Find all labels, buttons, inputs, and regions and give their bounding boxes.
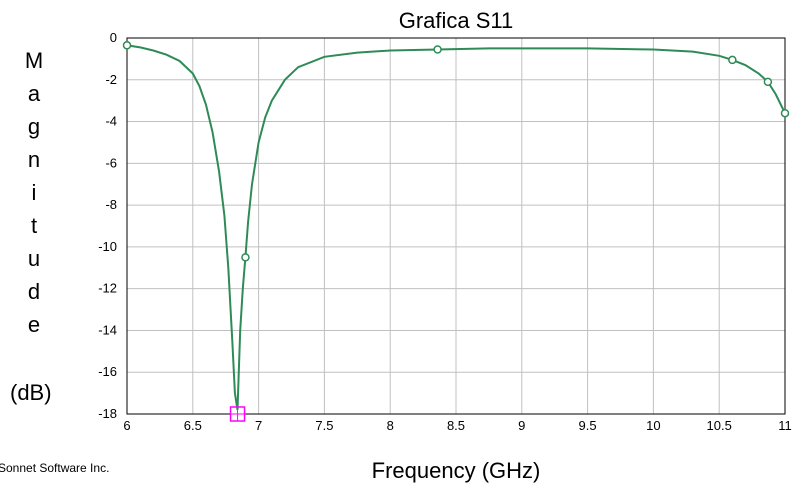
x-tick-label: 10.5 — [707, 418, 732, 433]
plot-frame — [126, 37, 786, 415]
series-markers — [122, 41, 790, 422]
s11-series-line — [126, 44, 786, 410]
y-axis-label-letter: g — [28, 114, 40, 139]
y-axis-label-letter: d — [28, 279, 40, 304]
x-tick-label: 11 — [778, 418, 792, 433]
credit-text: Sonnet Software Inc. — [0, 461, 109, 475]
y-axis-ticks: 0 -2 -4 -6 -8 -10 -12 -14 -16 -18 — [98, 30, 117, 421]
y-axis-label-letter: a — [28, 81, 41, 106]
grid — [127, 38, 785, 414]
y-tick-label: -2 — [105, 72, 117, 87]
x-tick-label: 7 — [255, 418, 262, 433]
series-marker — [241, 253, 250, 262]
series-marker — [780, 108, 790, 118]
y-tick-label: -16 — [98, 364, 117, 379]
series-marker — [122, 41, 132, 50]
series-marker — [728, 55, 737, 65]
y-tick-label: 0 — [110, 30, 117, 45]
y-tick-label: -6 — [105, 155, 117, 170]
x-tick-label: 6 — [123, 418, 130, 433]
series-marker — [763, 77, 773, 87]
y-tick-label: -14 — [98, 322, 117, 337]
y-axis-label-letter: u — [28, 246, 40, 271]
chart-title: Grafica S11 — [399, 8, 514, 33]
x-tick-label: 10 — [646, 418, 660, 433]
x-axis-ticks: 6 6.5 7 7.5 8 8.5 9 9.5 10 10.5 11 — [123, 418, 791, 433]
x-tick-label: 8 — [387, 418, 394, 433]
y-axis-label-letter: M — [25, 48, 43, 73]
x-axis-label: Frequency (GHz) — [372, 458, 541, 483]
x-tick-label: 9 — [518, 418, 525, 433]
x-tick-label: 7.5 — [315, 418, 333, 433]
x-tick-label: 6.5 — [184, 418, 202, 433]
series-marker — [433, 45, 442, 54]
y-tick-label: -10 — [98, 239, 117, 254]
y-tick-label: -8 — [105, 197, 117, 212]
x-tick-label: 8.5 — [447, 418, 465, 433]
y-tick-label: -12 — [98, 281, 117, 296]
y-tick-label: -18 — [98, 406, 117, 421]
y-axis-label-letter: i — [32, 180, 37, 205]
y-axis-label-letter: t — [31, 213, 37, 238]
y-axis-label-letter: e — [28, 312, 40, 337]
y-axis-label-letter: n — [28, 147, 40, 172]
x-tick-label: 9.5 — [579, 418, 597, 433]
y-tick-label: -4 — [105, 114, 117, 129]
y-axis-unit: (dB) — [10, 380, 52, 405]
